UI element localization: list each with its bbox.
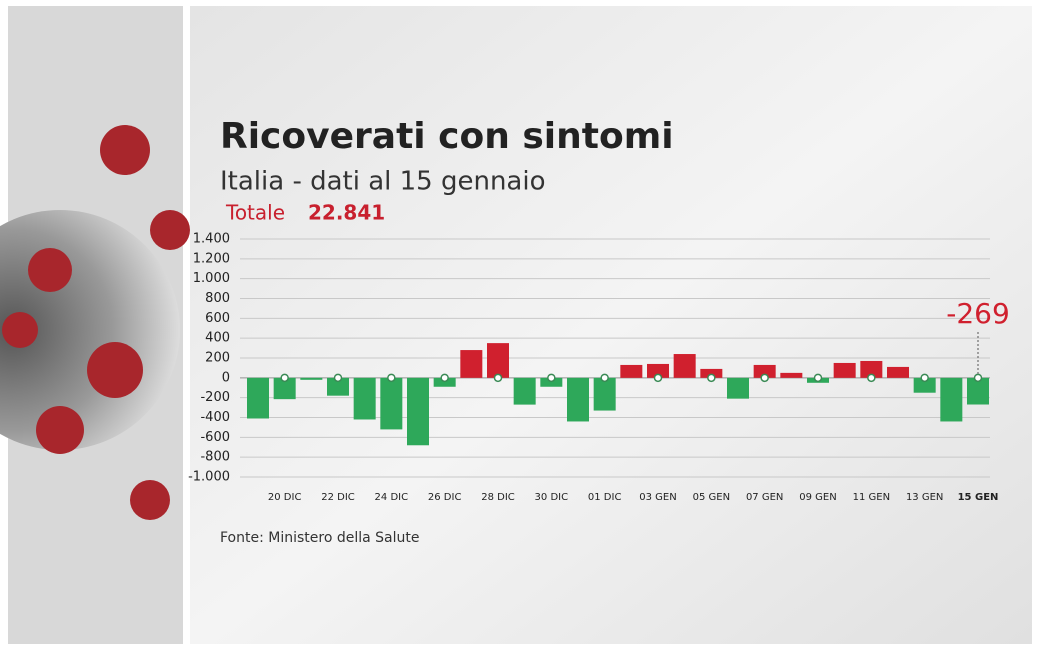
bar <box>673 354 696 378</box>
zero-dot <box>280 373 289 383</box>
bar <box>727 377 749 399</box>
x-tick-label: 07 GEN <box>746 492 783 503</box>
total-value: 22.841 <box>308 201 385 225</box>
chart-subtitle: Italia - dati al 15 gennaio <box>220 167 546 197</box>
bar <box>327 377 349 396</box>
bar <box>567 377 589 422</box>
x-tick-label: 20 DIC <box>268 492 302 503</box>
zero-dot <box>387 373 396 383</box>
y-tick-label: -1.000 <box>188 470 230 485</box>
x-tick-label: 09 GEN <box>799 492 836 503</box>
y-tick-label: 0 <box>222 370 230 385</box>
y-tick-label: 1.000 <box>193 271 230 286</box>
bar <box>540 377 563 387</box>
bar <box>647 363 669 378</box>
zero-dot <box>813 373 823 383</box>
bar <box>513 377 536 405</box>
bar <box>247 377 269 419</box>
bar <box>300 377 323 380</box>
bar <box>353 377 376 420</box>
main-panel <box>190 6 1032 644</box>
x-tick-label: 15 GEN <box>958 492 999 503</box>
bar <box>273 377 296 400</box>
y-tick-label: 800 <box>205 291 230 306</box>
y-tick-label: 1.400 <box>193 232 230 247</box>
zero-dot <box>867 373 876 383</box>
zero-dot <box>493 373 503 383</box>
zero-dot <box>707 373 716 383</box>
virus-spikes <box>2 125 190 520</box>
bar <box>460 350 483 378</box>
zero-dot <box>973 373 983 383</box>
bar <box>753 364 776 378</box>
bar <box>380 377 403 430</box>
zero-dot <box>760 373 769 383</box>
y-tick-label: 1.200 <box>193 251 230 266</box>
y-tick-label: -600 <box>200 430 230 445</box>
zero-dot <box>333 373 343 383</box>
bar <box>833 362 856 378</box>
zero-dot <box>600 373 609 383</box>
y-tick-label: -800 <box>200 450 230 465</box>
zero-dot <box>440 373 449 383</box>
total-label: Totale <box>225 201 285 225</box>
y-tick-label: -400 <box>200 410 230 425</box>
bar <box>487 343 509 378</box>
y-tick-label: 200 <box>205 351 230 366</box>
x-tick-label: 30 DIC <box>535 492 569 503</box>
zero-dot <box>920 373 929 383</box>
x-tick-label: 05 GEN <box>693 492 730 503</box>
bar <box>967 377 989 405</box>
bar <box>433 377 456 387</box>
x-tick-label: 24 DIC <box>375 492 409 503</box>
bar <box>593 377 616 411</box>
bar <box>780 372 803 378</box>
y-tick-label: -200 <box>200 390 230 405</box>
zero-dot <box>547 373 556 383</box>
x-tick-label: 26 DIC <box>428 492 462 503</box>
chart-title: Ricoverati con sintomi <box>220 116 674 157</box>
zero-dot <box>653 373 663 383</box>
bar <box>620 364 643 378</box>
y-tick-label: 400 <box>205 331 230 346</box>
x-tick-label: 22 DIC <box>321 492 355 503</box>
bar <box>940 377 963 422</box>
x-tick-label: 11 GEN <box>853 492 890 503</box>
bar <box>700 368 723 378</box>
x-tick-label: 01 DIC <box>588 492 622 503</box>
source: Fonte: Ministero della Salute <box>220 530 420 546</box>
x-tick-label: 03 GEN <box>639 492 676 503</box>
bar <box>913 377 936 393</box>
value-label: -269 <box>946 297 1010 330</box>
bar <box>887 366 909 378</box>
bar <box>407 377 429 446</box>
x-tick-label: 13 GEN <box>906 492 943 503</box>
y-tick-label: 600 <box>205 311 230 326</box>
x-tick-label: 28 DIC <box>481 492 515 503</box>
bar <box>860 360 883 378</box>
